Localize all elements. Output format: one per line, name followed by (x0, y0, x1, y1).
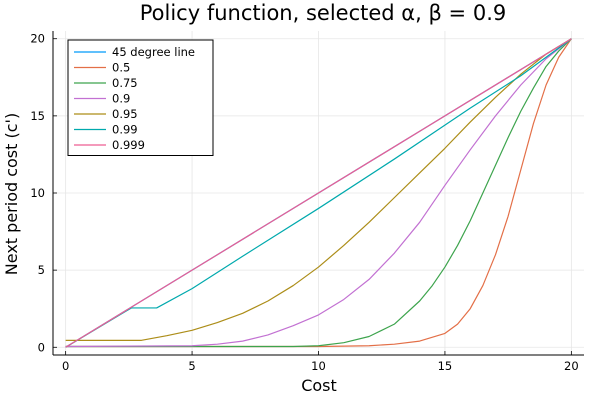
series-line-3 (65, 38, 572, 348)
x-tick-label: 20 (564, 359, 579, 373)
y-tick-label: 0 (38, 340, 45, 354)
chart-title: Policy function, selected α, β = 0.9 (140, 1, 506, 25)
series-layer (65, 38, 572, 348)
series-line-6 (65, 38, 572, 348)
series-line-1 (65, 38, 572, 348)
x-tick-label: 10 (311, 359, 326, 373)
y-tick-label: 15 (30, 109, 45, 123)
x-axis-label: Cost (301, 376, 337, 395)
series-line-4 (65, 38, 572, 341)
legend-label-3: 0.9 (112, 92, 130, 106)
y-axis-label: Next period cost (c') (2, 113, 21, 275)
legend-label-1: 0.5 (112, 61, 130, 75)
x-tick-label: 0 (62, 359, 69, 373)
y-tick-label: 20 (30, 32, 45, 46)
y-tick-label: 5 (38, 263, 45, 277)
legend-label-4: 0.95 (112, 107, 138, 121)
legend-label-5: 0.99 (112, 123, 138, 137)
y-tick-label: 10 (30, 186, 45, 200)
x-tick-label: 15 (438, 359, 453, 373)
legend-box (67, 39, 214, 156)
x-tick-label: 5 (188, 359, 195, 373)
legend-label-2: 0.75 (112, 76, 138, 90)
legend-label-6: 0.999 (112, 138, 145, 152)
legend-label-0: 45 degree line (112, 45, 195, 59)
ticks: 0 5 10 15 20 0 5 10 15 20 (30, 32, 578, 373)
legend: 45 degree line 0.50.75 0.90.95 0.990.999 (67, 39, 214, 156)
series-line-2 (65, 38, 572, 348)
series-line-5 (65, 38, 572, 348)
